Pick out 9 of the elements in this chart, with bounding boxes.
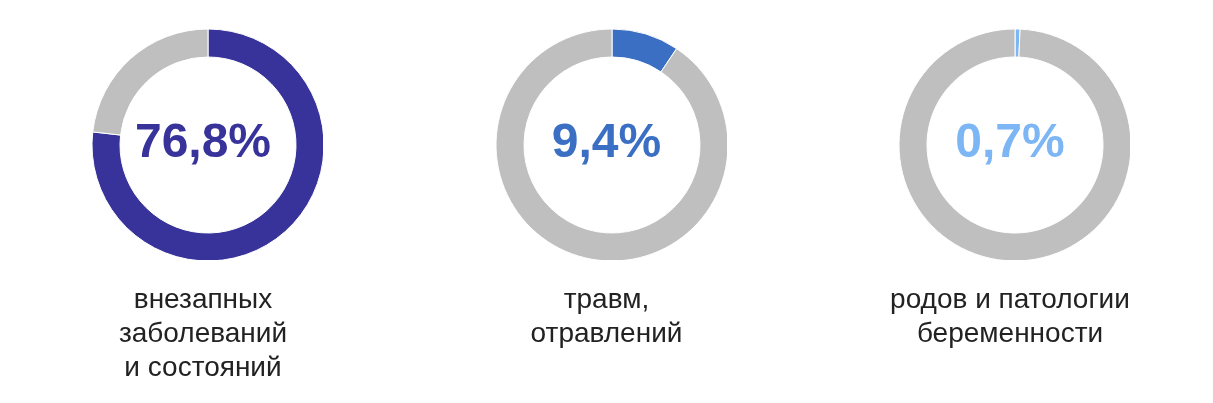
text: 9,4%	[550, 112, 663, 169]
text: 0,7%	[954, 112, 1066, 169]
donut-slice	[495, 28, 727, 260]
donut-slice	[91, 28, 323, 260]
donut-slice	[898, 28, 1130, 260]
text: внезапных заболеваний и состояний	[118, 282, 288, 384]
text: 76,8%	[133, 112, 273, 169]
text: травм, отравлений	[530, 282, 683, 350]
text: родов и патологии беременности	[890, 282, 1130, 350]
